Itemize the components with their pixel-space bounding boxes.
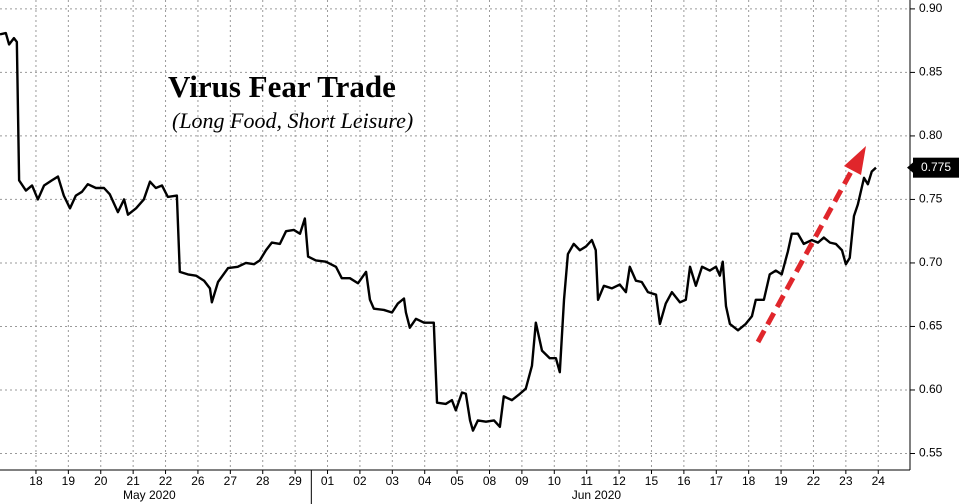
- grid: [0, 0, 910, 470]
- x-tick-label: 22: [807, 474, 821, 488]
- y-tick-label: 0.55: [919, 446, 943, 460]
- x-tick-label: 02: [353, 474, 367, 488]
- x-tick-label: 24: [872, 474, 886, 488]
- arrow-shaft: [755, 168, 855, 344]
- x-tick-label: 19: [774, 474, 788, 488]
- y-tick-label: 0.60: [919, 382, 943, 396]
- x-tick-label: 01: [321, 474, 335, 488]
- y-tick-label: 0.65: [919, 319, 943, 333]
- x-tick-label: 03: [386, 474, 400, 488]
- chart-subtitle: (Long Food, Short Leisure): [172, 108, 413, 133]
- x-tick-label: 26: [191, 474, 205, 488]
- x-tick-label: 05: [450, 474, 464, 488]
- x-tick-label: 17: [710, 474, 724, 488]
- x-tick-label: 27: [224, 474, 238, 488]
- x-tick-label: 29: [288, 474, 302, 488]
- x-tick-label: 22: [159, 474, 173, 488]
- last-value-pointer: [907, 161, 914, 174]
- last-value-label: 0.775: [921, 160, 951, 174]
- y-tick-label: 0.70: [919, 255, 943, 269]
- x-tick-label: 20: [94, 474, 108, 488]
- month-label: May 2020: [123, 488, 176, 502]
- x-tick-label: 15: [645, 474, 659, 488]
- y-tick-label: 0.80: [919, 128, 943, 142]
- data-line: [0, 31, 877, 432]
- x-tick-label: 18: [742, 474, 756, 488]
- x-tick-label: 10: [548, 474, 562, 488]
- arrow-head: [844, 146, 866, 175]
- x-tick-label: 04: [418, 474, 432, 488]
- x-tick-label: 16: [677, 474, 691, 488]
- trend-arrow: [755, 146, 866, 344]
- x-tick-label: 28: [256, 474, 270, 488]
- x-tick-label: 11: [580, 474, 593, 488]
- y-tick-label: 0.90: [919, 1, 943, 15]
- x-tick-label: 19: [62, 474, 76, 488]
- x-tick-label: 18: [29, 474, 43, 488]
- y-tick-label: 0.75: [919, 192, 943, 206]
- last-value-box: [913, 157, 959, 178]
- x-tick-label: 09: [515, 474, 529, 488]
- month-label: Jun 2020: [572, 488, 622, 502]
- chart-title: Virus Fear Trade: [168, 69, 396, 104]
- x-tick-label: 21: [126, 474, 140, 488]
- x-tick-label: 12: [612, 474, 626, 488]
- x-tick-label: 23: [839, 474, 853, 488]
- x-tick-label: 08: [483, 474, 497, 488]
- y-tick-label: 0.85: [919, 65, 943, 79]
